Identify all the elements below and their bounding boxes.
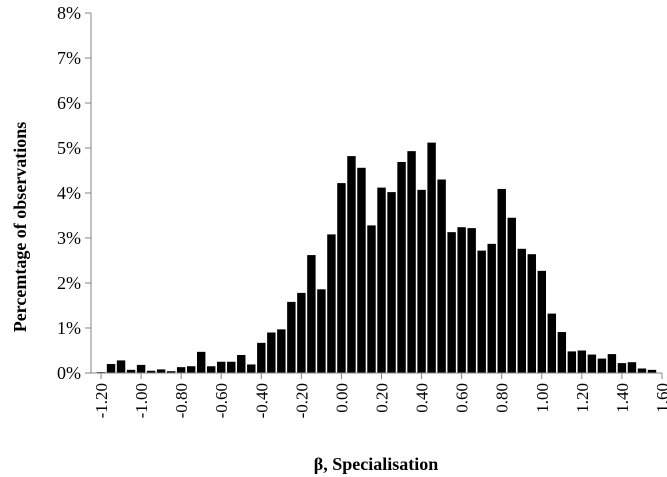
x-tick-label: 1.20: [573, 383, 592, 413]
histogram-bar: [277, 329, 286, 373]
y-tick-label: 2%: [57, 273, 81, 293]
histogram-bar: [467, 228, 476, 373]
histogram-bar: [597, 358, 607, 373]
histogram-bar: [176, 367, 186, 373]
x-axis-label: β, Specialisation: [314, 454, 439, 474]
histogram-bar: [166, 371, 176, 373]
histogram-bar: [427, 142, 436, 373]
x-tick-label: -0.60: [212, 383, 231, 418]
histogram-bar: [587, 354, 597, 373]
histogram-bar: [257, 342, 266, 373]
histogram-bar: [527, 254, 536, 373]
histogram-bar: [477, 250, 486, 373]
histogram-bar: [347, 156, 356, 373]
histogram-bar: [106, 364, 116, 373]
histogram-bar: [136, 364, 146, 373]
x-ticks-group: -1.20 -1.00 -0.80 -0.60 -0.40 -0.20 0.00 0.20 0.…: [92, 373, 667, 418]
x-tick-label: 0.20: [373, 383, 392, 413]
histogram-bar: [116, 360, 126, 373]
histogram-bar: [557, 332, 567, 373]
histogram-bar: [237, 355, 246, 373]
histogram-bar: [617, 363, 627, 373]
y-tick-label: 7%: [57, 48, 81, 68]
histogram-bar: [407, 151, 416, 373]
histogram-bar: [307, 255, 316, 373]
x-tick-label: 1.00: [533, 383, 552, 413]
x-tick-label: -0.20: [292, 383, 311, 418]
y-tick-label: 0%: [57, 363, 81, 383]
histogram-bar: [437, 179, 446, 373]
x-tick-label: 0.40: [413, 383, 432, 413]
histogram-bar: [457, 227, 466, 373]
histogram-bar: [227, 361, 236, 373]
histogram-bar: [156, 369, 166, 373]
histogram-bar: [287, 301, 296, 373]
histogram-bar: [217, 361, 226, 373]
histogram-bar: [317, 289, 326, 373]
histogram-bar: [327, 234, 336, 373]
histogram-bar: [607, 354, 617, 373]
histogram-bar: [487, 243, 496, 373]
histogram-bar: [417, 189, 426, 373]
histogram-bar: [547, 313, 557, 373]
histogram-bar: [337, 183, 346, 373]
histogram-bar: [637, 368, 647, 373]
histogram-bar: [297, 292, 306, 373]
y-tick-label: 5%: [57, 138, 81, 158]
y-tick-label: 6%: [57, 93, 81, 113]
histogram-bar: [517, 248, 526, 373]
y-tick-label: 8%: [57, 3, 81, 23]
x-tick-label: -0.80: [172, 383, 191, 418]
x-tick-label: -0.40: [252, 383, 271, 418]
histogram-bar: [447, 232, 456, 373]
y-ticks-group: 0% 1% 2% 3% 4% 5% 6% 7% 8%: [57, 3, 91, 383]
histogram-bar: [387, 192, 396, 373]
histogram-bar: [186, 366, 196, 373]
x-tick-label: -1.20: [92, 383, 111, 418]
histogram-bar: [357, 167, 366, 373]
x-tick-label: 1.40: [613, 383, 632, 413]
bars-group: [96, 142, 657, 373]
histogram-bar: [497, 188, 506, 373]
histogram-bar: [126, 369, 136, 373]
x-tick-label: 0.00: [332, 383, 351, 413]
histogram-bar: [627, 362, 637, 373]
y-axis-label: Percemtage of observations: [10, 122, 30, 333]
histogram-bar: [146, 370, 156, 373]
x-tick-label: -1.00: [132, 383, 151, 418]
histogram-bar: [267, 332, 276, 373]
histogram-bar: [567, 351, 577, 373]
x-tick-label: 1.60: [653, 383, 667, 413]
y-tick-label: 4%: [57, 183, 81, 203]
histogram-bar: [647, 369, 657, 373]
histogram-bar: [537, 270, 546, 373]
histogram-bar: [377, 187, 386, 373]
histogram-bar: [367, 225, 376, 373]
x-tick-label: 0.80: [493, 383, 512, 413]
x-tick-label: 0.60: [453, 383, 472, 413]
histogram-bar: [397, 161, 406, 373]
histogram-bar: [207, 366, 216, 373]
histogram-bar: [507, 217, 516, 373]
histogram-bar: [196, 351, 206, 373]
histogram-bar: [247, 364, 256, 373]
y-tick-label: 1%: [57, 318, 81, 338]
histogram-bar: [577, 350, 587, 373]
y-tick-label: 3%: [57, 228, 81, 248]
